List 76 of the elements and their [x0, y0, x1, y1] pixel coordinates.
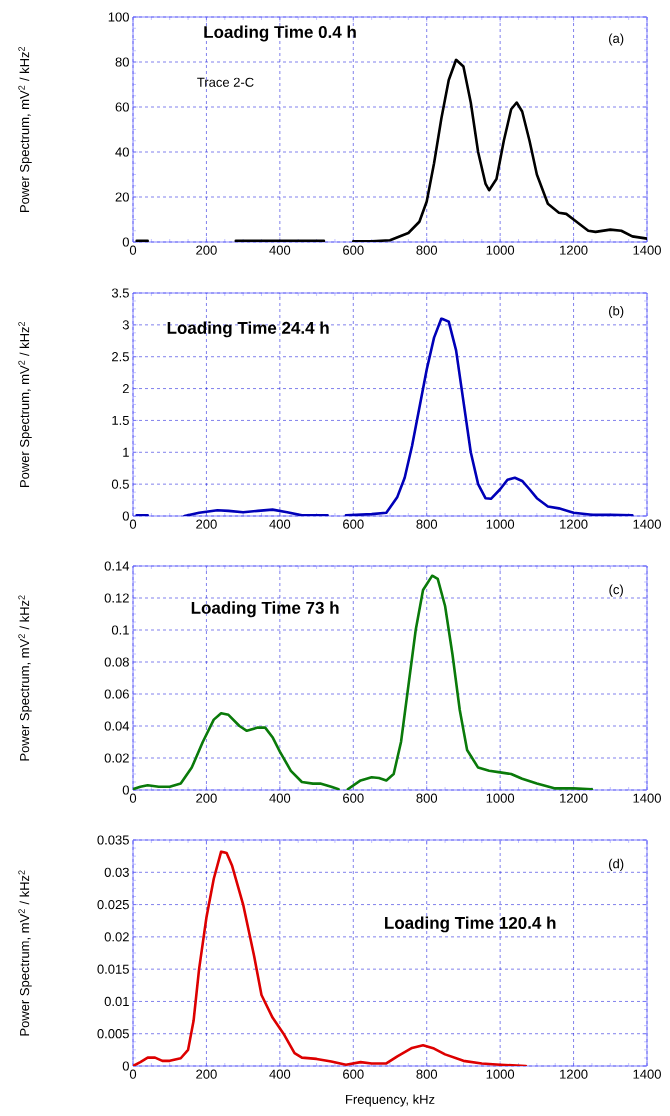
x-tick-label: 1200 [560, 1069, 588, 1079]
y-tick-label: 0.025 [97, 899, 129, 910]
y-axis-title: Power Spectrum, mV$^{2}$ / kHz$^{2}$ [18, 321, 32, 488]
y-tick-label: 0 [122, 1061, 129, 1071]
y-tick-label: 0.02 [104, 932, 129, 942]
x-tick-label: 200 [196, 245, 217, 255]
x-tick-label: 600 [343, 519, 364, 529]
x-axis-title: Frequency, kHz [346, 1094, 435, 1107]
x-tick-label: 0 [129, 1069, 137, 1079]
x-tick-label: 800 [416, 793, 438, 803]
x-tick-label: 1400 [633, 793, 661, 803]
y-tick-label: 40 [115, 147, 129, 157]
y-axis-title: Power Spectrum, mV$^{2}$ / kHz$^{2}$ [18, 595, 32, 761]
annotation: (d) [609, 858, 624, 871]
y-axis-title: Power Spectrum, mV$^{2}$ / kHz$^{2}$ [18, 46, 32, 213]
y-tick-label: 0.015 [97, 964, 129, 974]
y-tick-label: 0.04 [104, 721, 130, 731]
x-tick-label: 1400 [633, 519, 661, 529]
x-tick-label: 1200 [560, 793, 588, 803]
annotation: (a) [609, 33, 624, 46]
annotation: (c) [609, 584, 623, 597]
y-tick-label: 60 [115, 102, 129, 112]
y-tick-label: 0.03 [104, 867, 129, 877]
y-tick-label: 0 [122, 511, 129, 521]
x-tick-label: 800 [416, 1069, 438, 1079]
y-tick-label: 0.005 [97, 1029, 129, 1039]
x-tick-label: 200 [196, 1069, 217, 1079]
x-tick-label: 600 [343, 1069, 364, 1079]
x-tick-label: 1000 [486, 793, 515, 803]
x-tick-label: 400 [269, 519, 291, 529]
x-tick-label: 0 [129, 793, 137, 803]
annotation: (b) [609, 305, 624, 319]
text: Loading Time 120.4 h [385, 916, 556, 933]
y-tick-label: 0.12 [104, 593, 129, 603]
y-tick-label: 0 [122, 785, 129, 795]
x-tick-label: 1400 [633, 245, 661, 255]
y-tick-label: 0 [122, 237, 129, 247]
y-tick-label: 100 [108, 12, 129, 22]
y-tick-label: 2 [122, 384, 129, 394]
x-tick-label: 200 [196, 793, 217, 803]
y-tick-label: 0.5 [111, 479, 129, 489]
y-tick-label: 1 [123, 447, 129, 457]
annotation: Trace 2-C [197, 77, 254, 87]
text: Loading Time 73 h [191, 601, 339, 618]
x-tick-label: 800 [416, 245, 438, 255]
y-tick-label: 0.14 [104, 561, 130, 571]
x-tick-label: 1400 [633, 1069, 661, 1079]
x-tick-label: 1200 [560, 245, 588, 255]
x-tick-label: 800 [416, 519, 438, 529]
x-tick-label: 400 [269, 245, 291, 255]
y-tick-label: 20 [115, 192, 129, 202]
x-tick-label: 400 [269, 1069, 291, 1079]
y-tick-label: 0.035 [97, 835, 129, 845]
y-tick-label: 3 [122, 320, 129, 330]
x-tick-label: 600 [343, 793, 364, 803]
x-tick-label: 0 [129, 245, 137, 255]
y-tick-label: 80 [115, 57, 129, 67]
chart-title: Loading Time 0.4 h [204, 25, 356, 42]
y-tick-label: 1.5 [112, 415, 129, 425]
y-axis-title: Power Spectrum, mV$^{2}$ / kHz$^{2}$ [18, 870, 32, 1036]
y-tick-label: 0.01 [104, 996, 129, 1007]
y-tick-label: 0.1 [111, 625, 129, 635]
x-tick-label: 600 [343, 245, 364, 255]
x-tick-label: 1200 [560, 519, 588, 529]
x-tick-label: 1000 [486, 519, 515, 529]
x-tick-label: 1000 [486, 1069, 515, 1079]
x-tick-label: 1000 [486, 245, 515, 255]
y-tick-label: 2.5 [112, 352, 129, 362]
x-tick-label: 0 [129, 519, 137, 529]
y-tick-label: 0.02 [104, 753, 129, 763]
y-tick-label: 3.5 [111, 288, 129, 298]
y-tick-label: 0.08 [104, 657, 129, 667]
x-tick-label: 200 [196, 519, 217, 529]
x-tick-label: 400 [269, 793, 291, 803]
y-tick-label: 0.06 [104, 689, 129, 699]
text: Loading Time 24.4 h [167, 321, 329, 338]
